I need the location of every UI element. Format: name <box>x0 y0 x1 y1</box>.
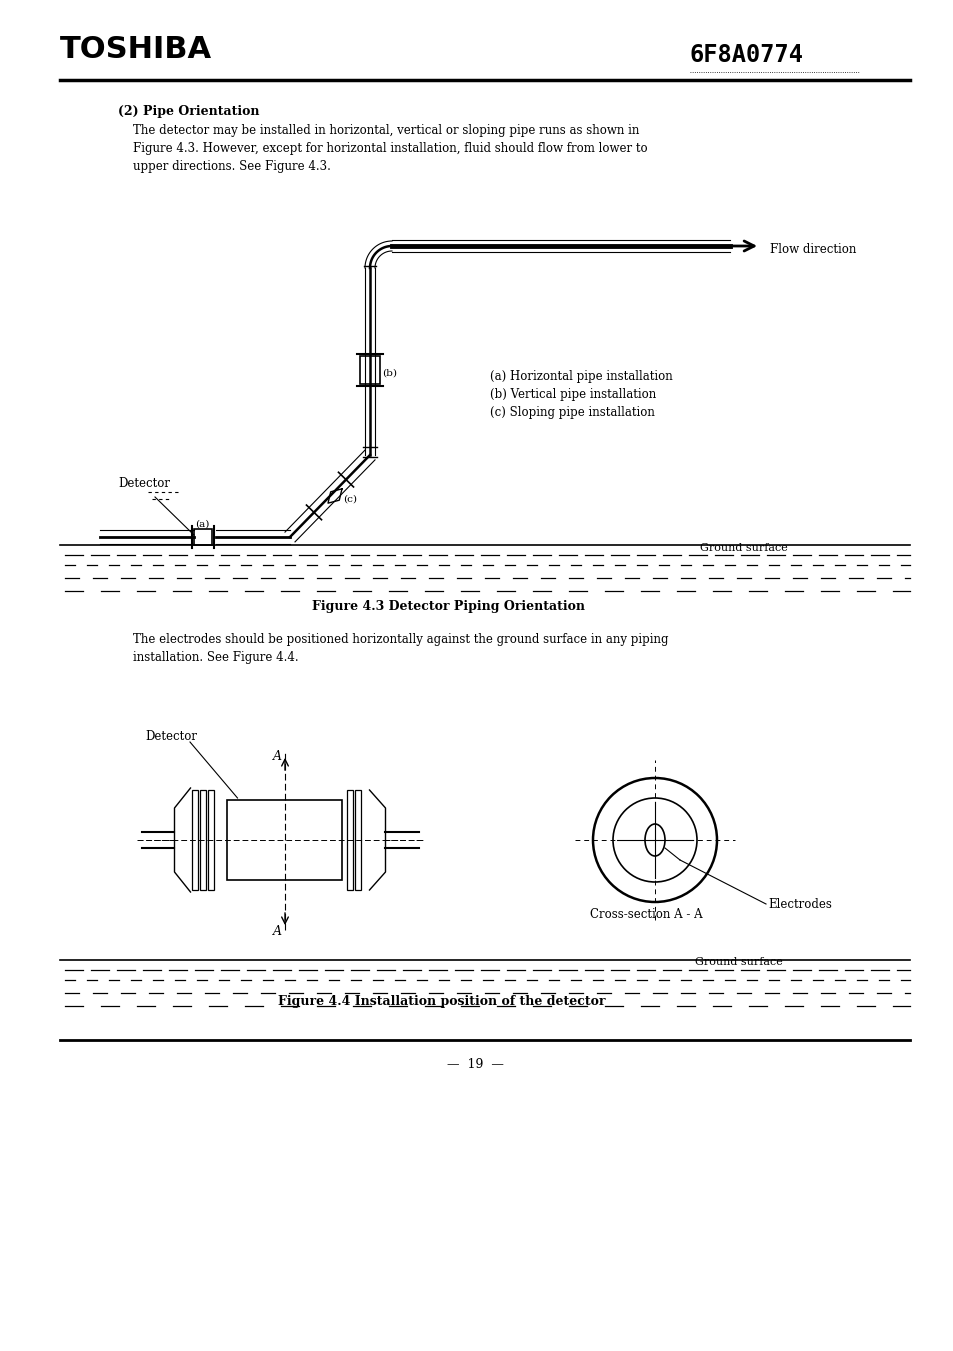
Bar <box>359 357 379 384</box>
Text: (c): (c) <box>343 494 356 504</box>
Bar <box>227 800 342 880</box>
Text: Figure 4.4 Installation position of the detector: Figure 4.4 Installation position of the … <box>277 994 605 1008</box>
Ellipse shape <box>644 824 664 857</box>
Text: A: A <box>273 750 282 763</box>
Text: Figure 4.3. However, except for horizontal installation, fluid should flow from : Figure 4.3. However, except for horizont… <box>132 142 647 155</box>
Bar <box>355 790 361 890</box>
Text: (c) Sloping pipe installation: (c) Sloping pipe installation <box>490 407 654 419</box>
Text: Detector: Detector <box>118 477 170 490</box>
Text: Detector: Detector <box>145 730 196 743</box>
Text: upper directions. See Figure 4.3.: upper directions. See Figure 4.3. <box>132 159 331 173</box>
Bar <box>193 530 212 544</box>
Text: A: A <box>273 925 282 938</box>
Text: TOSHIBA: TOSHIBA <box>60 35 212 63</box>
Text: 6F8A0774: 6F8A0774 <box>689 43 803 68</box>
Text: (b): (b) <box>381 369 396 378</box>
Text: Ground surface: Ground surface <box>700 543 787 553</box>
Text: Cross-section A - A: Cross-section A - A <box>589 908 702 921</box>
Text: Figure 4.3 Detector Piping Orientation: Figure 4.3 Detector Piping Orientation <box>312 600 584 613</box>
Text: (b) Vertical pipe installation: (b) Vertical pipe installation <box>490 388 656 401</box>
Text: (2) Pipe Orientation: (2) Pipe Orientation <box>118 105 259 118</box>
Text: Flow direction: Flow direction <box>769 243 856 255</box>
Text: (a) Horizontal pipe installation: (a) Horizontal pipe installation <box>490 370 672 382</box>
Text: installation. See Figure 4.4.: installation. See Figure 4.4. <box>132 651 298 663</box>
Text: Electrodes: Electrodes <box>767 898 831 911</box>
Text: The electrodes should be positioned horizontally against the ground surface in a: The electrodes should be positioned hori… <box>132 634 668 646</box>
Text: The detector may be installed in horizontal, vertical or sloping pipe runs as sh: The detector may be installed in horizon… <box>132 124 639 136</box>
Circle shape <box>613 798 697 882</box>
Text: (a): (a) <box>194 520 209 530</box>
Bar <box>209 790 214 890</box>
Bar <box>193 790 198 890</box>
Bar <box>200 790 206 890</box>
Text: Ground surface: Ground surface <box>695 957 781 967</box>
Circle shape <box>593 778 717 902</box>
Text: —  19  —: — 19 — <box>447 1058 503 1071</box>
Bar <box>347 790 354 890</box>
